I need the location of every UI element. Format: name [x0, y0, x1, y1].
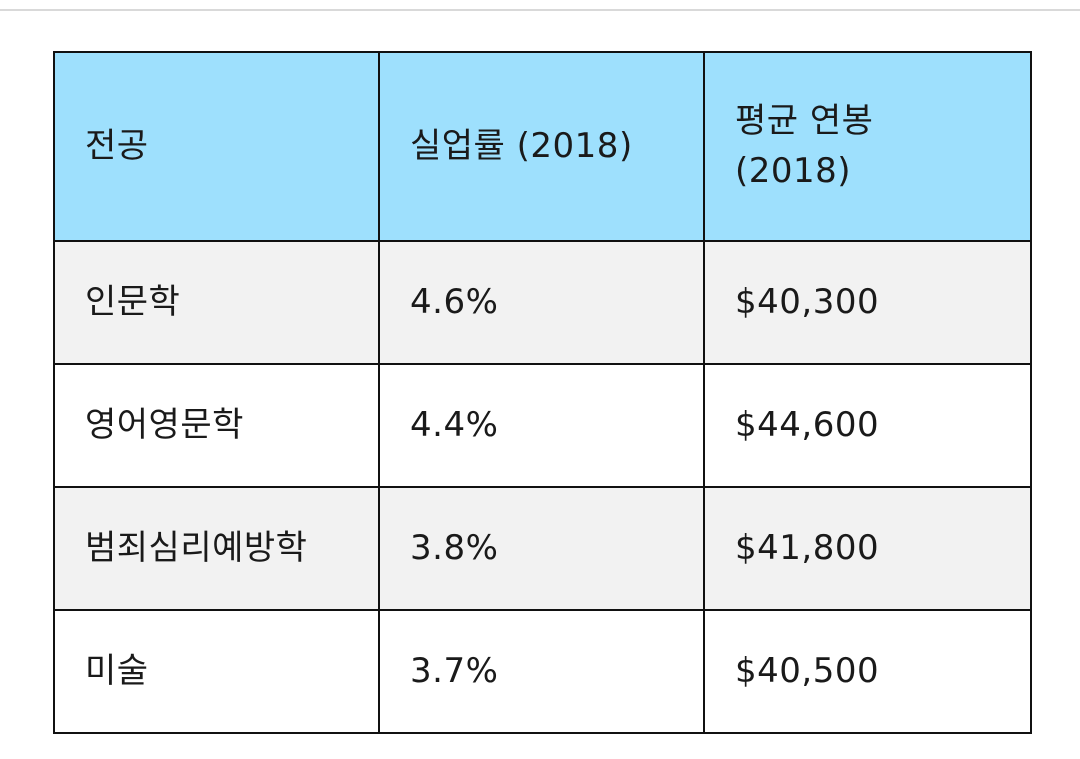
table-header-row: 전공 실업률 (2018) 평균 연봉 (2018) — [53, 51, 1032, 242]
majors-table-container: 전공 실업률 (2018) 평균 연봉 (2018) 인문학 4.6% $40,… — [53, 51, 1032, 734]
cell-major: 인문학 — [53, 240, 380, 365]
table-row: 미술 3.7% $40,500 — [53, 609, 1032, 734]
cell-average-salary: $41,800 — [703, 486, 1032, 611]
header-average-salary-label: 평균 연봉 (2018) — [735, 101, 874, 191]
cell-average-salary: $44,600 — [703, 363, 1032, 488]
cell-average-salary: $40,500 — [703, 609, 1032, 734]
top-divider — [0, 9, 1080, 11]
cell-unemployment-rate: 4.6% — [378, 240, 705, 365]
table-row: 영어영문학 4.4% $44,600 — [53, 363, 1032, 488]
cell-average-salary: $40,300 — [703, 240, 1032, 365]
table-row: 범죄심리예방학 3.8% $41,800 — [53, 486, 1032, 611]
header-unemployment-rate: 실업률 (2018) — [378, 51, 705, 242]
cell-major: 영어영문학 — [53, 363, 380, 488]
table-row: 인문학 4.6% $40,300 — [53, 240, 1032, 365]
header-major: 전공 — [53, 51, 380, 242]
majors-table: 전공 실업률 (2018) 평균 연봉 (2018) 인문학 4.6% $40,… — [53, 51, 1032, 734]
cell-major: 범죄심리예방학 — [53, 486, 380, 611]
header-average-salary: 평균 연봉 (2018) — [703, 51, 1032, 242]
cell-major: 미술 — [53, 609, 380, 734]
cell-unemployment-rate: 4.4% — [378, 363, 705, 488]
cell-unemployment-rate: 3.8% — [378, 486, 705, 611]
cell-unemployment-rate: 3.7% — [378, 609, 705, 734]
